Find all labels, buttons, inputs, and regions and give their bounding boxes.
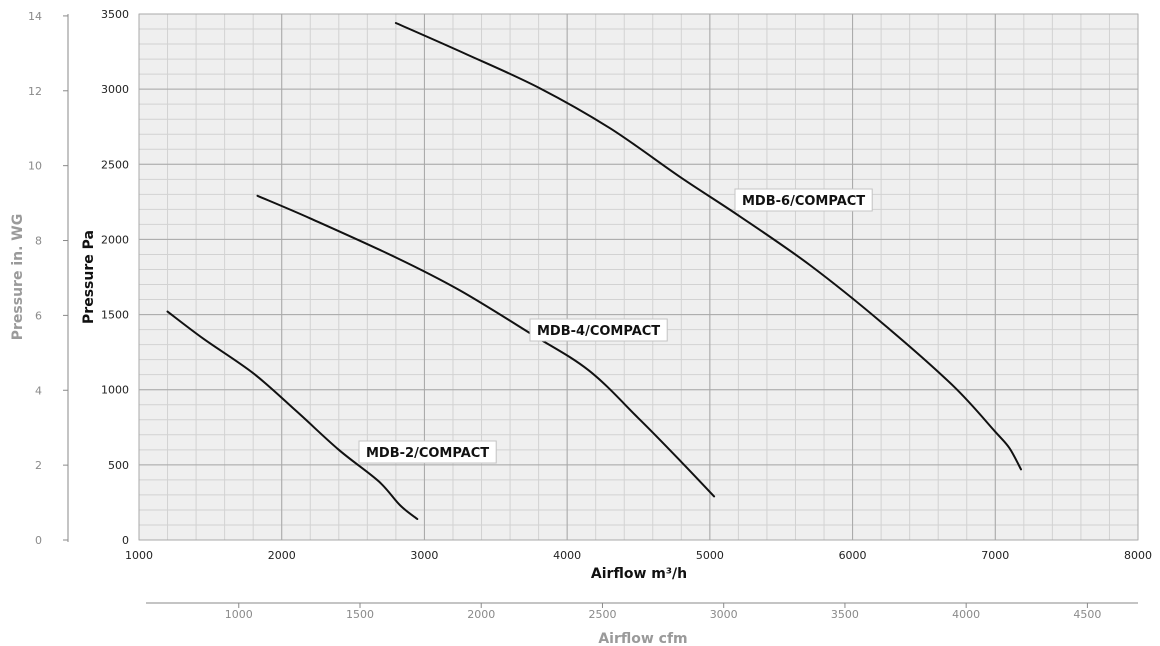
y-axis-title-inwg: Pressure in. WG [10, 214, 26, 340]
curve-label-2: MDB-6/COMPACT [734, 188, 873, 212]
curve-label-text: MDB-6/COMPACT [742, 194, 865, 209]
y-tick-label-inwg: 12 [28, 85, 42, 98]
y-tick-label-inwg: 2 [35, 459, 42, 472]
x-tick-label-m3h: 1000 [125, 549, 153, 562]
tick-labels: 1000 2000 3000 4000 5000 6000 7000 8000 0 500 1000… [28, 8, 1152, 621]
plot-area [138, 13, 1139, 541]
x-tick-label-cfm: 3500 [831, 608, 859, 621]
curve-mdb-6-compact [394, 22, 1022, 471]
curve-label-box [734, 188, 873, 212]
x-tick-label-m3h: 6000 [839, 549, 867, 562]
curve-label-1: MDB-4/COMPACT [529, 318, 668, 342]
y-axis-title-pa: Pressure Pa [81, 230, 97, 324]
y-tick-label-pa: 3000 [101, 83, 129, 96]
x-tick-label-cfm: 4000 [952, 608, 980, 621]
y-tick-label-pa: 1500 [101, 309, 129, 322]
curve-label-box [529, 318, 668, 342]
x-tick-label-cfm: 4500 [1073, 608, 1101, 621]
y-tick-label-pa: 1000 [101, 384, 129, 397]
x-axis-title-m3h: Airflow m³/h [591, 566, 687, 582]
y-tick-label-inwg: 0 [35, 534, 42, 547]
y-tick-label-pa: 3500 [101, 8, 129, 21]
y-tick-label-inwg: 10 [28, 160, 42, 173]
major-gridlines [138, 13, 1139, 541]
curve-label-box [358, 440, 497, 464]
x-tick-label-m3h: 2000 [268, 549, 296, 562]
curve-label-0: MDB-2/COMPACT [358, 440, 497, 464]
x-tick-label-m3h: 3000 [410, 549, 438, 562]
x-axis-title-cfm: Airflow cfm [598, 631, 687, 646]
x-tick-label-cfm: 3000 [710, 608, 738, 621]
plot-background [138, 13, 1139, 541]
y-tick-label-pa: 2500 [101, 158, 129, 171]
axes [63, 14, 1138, 608]
y-tick-label-inwg: 4 [35, 384, 42, 397]
x-tick-label-m3h: 8000 [1124, 549, 1152, 562]
x-tick-label-cfm: 1500 [346, 608, 374, 621]
y-tick-label-pa: 2000 [101, 233, 129, 246]
performance-curves [166, 22, 1022, 520]
y-tick-label-inwg: 8 [35, 235, 42, 248]
y-tick-label-inwg: 14 [28, 10, 42, 23]
y-tick-label-pa: 500 [108, 459, 129, 472]
curve-label-text: MDB-2/COMPACT [366, 446, 489, 461]
y-tick-label-inwg: 6 [35, 309, 42, 322]
curve-labels: MDB-2/COMPACT MDB-4/COMPACT MDB-6/COMPACT [358, 188, 873, 464]
curve-mdb-4-compact [256, 194, 716, 498]
x-tick-label-cfm: 2000 [467, 608, 495, 621]
x-tick-label-cfm: 1000 [225, 608, 253, 621]
curve-mdb-2-compact [166, 310, 419, 520]
x-tick-label-m3h: 7000 [981, 549, 1009, 562]
x-tick-label-cfm: 2500 [588, 608, 616, 621]
x-tick-label-m3h: 5000 [696, 549, 724, 562]
x-tick-label-m3h: 4000 [553, 549, 581, 562]
y-tick-label-pa: 0 [122, 534, 129, 547]
curve-label-text: MDB-4/COMPACT [537, 324, 660, 339]
